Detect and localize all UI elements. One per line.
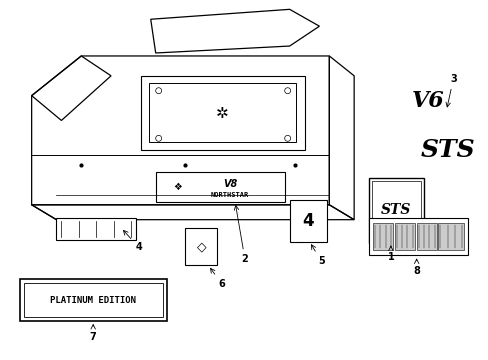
Text: 2: 2 <box>234 206 248 264</box>
Text: 3: 3 <box>445 74 456 107</box>
Text: 1: 1 <box>386 246 393 262</box>
Bar <box>24 283 163 317</box>
Text: ✲: ✲ <box>215 106 228 121</box>
Bar <box>155 172 284 202</box>
Bar <box>20 279 166 321</box>
Bar <box>185 228 217 265</box>
Text: PLATINUM EDITION: PLATINUM EDITION <box>50 296 136 305</box>
Bar <box>368 178 423 243</box>
Bar <box>289 200 326 242</box>
Bar <box>368 218 468 255</box>
Text: 7: 7 <box>90 325 96 342</box>
Text: ◇: ◇ <box>196 240 206 253</box>
Text: 8: 8 <box>412 259 419 276</box>
Bar <box>371 181 420 239</box>
Text: 4: 4 <box>123 230 142 252</box>
Text: V8: V8 <box>223 179 237 189</box>
Text: NORTHSTAR: NORTHSTAR <box>210 192 249 198</box>
Text: 6: 6 <box>210 268 225 289</box>
Text: V6: V6 <box>411 90 444 112</box>
Bar <box>56 218 136 239</box>
Text: 5: 5 <box>311 245 324 266</box>
Text: STS: STS <box>420 138 475 162</box>
Bar <box>372 223 392 251</box>
Bar <box>148 83 295 142</box>
Bar <box>394 223 414 251</box>
Text: 4: 4 <box>302 212 314 230</box>
Text: STS: STS <box>380 203 411 217</box>
Bar <box>416 223 436 251</box>
Bar <box>141 76 304 150</box>
Bar <box>438 223 463 251</box>
Text: ❖: ❖ <box>173 182 182 192</box>
